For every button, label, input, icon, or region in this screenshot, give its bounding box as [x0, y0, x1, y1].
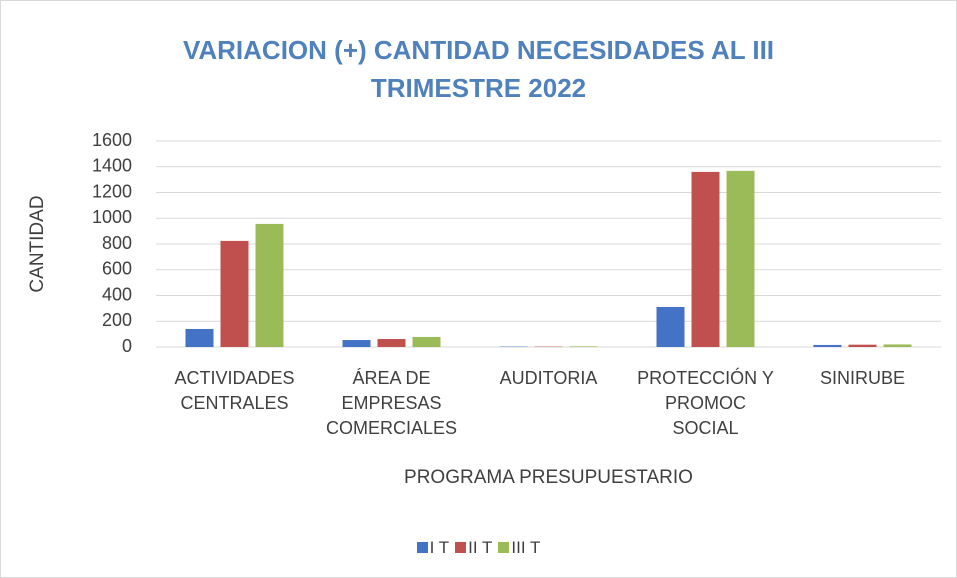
legend-label: III T	[511, 538, 541, 557]
x-tick-label: ÁREA DE EMPRESAS COMERCIALES	[325, 368, 458, 438]
chart-title: VARIACION (+) CANTIDAD NECESIDADES AL II…	[182, 35, 775, 103]
legend-swatch	[455, 542, 467, 553]
y-tick-label: 600	[102, 259, 132, 279]
legend-item: I T	[416, 538, 450, 558]
legend-swatch	[416, 542, 428, 553]
legend-label: II T	[468, 538, 493, 557]
y-tick-label: 1400	[92, 156, 132, 176]
bar	[883, 344, 912, 347]
legend-item: II T	[455, 538, 492, 558]
bar	[185, 328, 214, 347]
bar	[412, 336, 441, 347]
bar	[848, 344, 877, 347]
y-tick-label: 1600	[92, 130, 132, 150]
y-tick-label: 200	[102, 310, 132, 330]
legend-swatch	[498, 542, 510, 553]
legend: I T II T III T	[1, 538, 956, 558]
y-tick-label: 1000	[92, 207, 132, 227]
x-tick-label: AUDITORIA	[499, 368, 598, 388]
bar	[569, 346, 598, 347]
x-axis-label: PROGRAMA PRESUPUESTARIO	[404, 467, 693, 488]
y-tick-label: 1200	[92, 181, 132, 201]
legend-label: I T	[429, 538, 450, 557]
y-axis-label: CANTIDAD	[27, 195, 48, 293]
y-tick-label: 0	[122, 336, 132, 356]
bar	[813, 344, 842, 347]
bar	[656, 306, 685, 347]
y-tick-label: 800	[102, 233, 132, 253]
bar	[255, 223, 284, 347]
legend-item: III T	[498, 538, 540, 558]
bar	[377, 339, 406, 347]
x-tick-label: PROTECCIÓN Y PROMOC SOCIAL	[637, 368, 774, 438]
x-tick-label: SINIRUBE	[819, 368, 906, 388]
bar	[691, 171, 720, 347]
bar	[342, 340, 371, 347]
y-tick-label: 400	[102, 284, 132, 304]
x-tick-label: ACTIVIDADES CENTRALES	[174, 368, 295, 413]
bar	[726, 170, 755, 347]
bar	[220, 240, 249, 347]
